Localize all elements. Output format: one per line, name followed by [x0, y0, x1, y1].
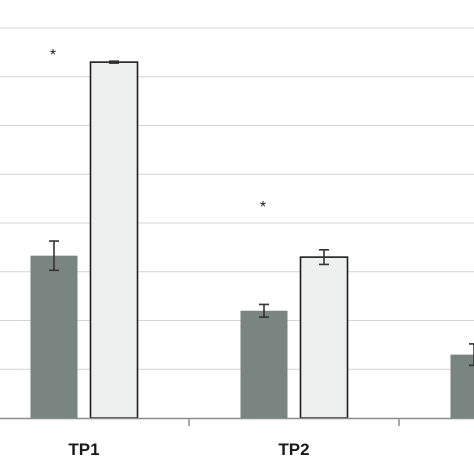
x-axis	[0, 417, 474, 426]
error-bar-tp2-series-1	[259, 303, 269, 318]
x-tick-label-tp1: TP1	[68, 440, 99, 459]
error-bar-tp2-series-2	[319, 249, 329, 266]
x-tick-label-tp2: TP2	[278, 440, 309, 459]
error-bar-tp1-series-1	[49, 240, 59, 272]
asterisk-tp1: *	[50, 47, 56, 64]
bar-tp2-series-2	[299, 256, 349, 419]
significance-annotations: **	[50, 47, 266, 216]
bar-tp2-series-1	[240, 310, 288, 418]
bar-f-series-1	[450, 354, 474, 418]
asterisk-tp2: *	[260, 199, 266, 216]
gridlines	[0, 27, 474, 370]
error-bar-f-series-1	[469, 343, 474, 367]
x-tick-labels: TP1TP2F	[68, 440, 309, 459]
error-bars	[49, 60, 474, 367]
bars	[30, 61, 474, 419]
bar-tp1-series-1	[30, 255, 78, 418]
bar-tp1-series-2	[89, 61, 139, 419]
error-bar-tp1-series-2	[109, 60, 119, 64]
